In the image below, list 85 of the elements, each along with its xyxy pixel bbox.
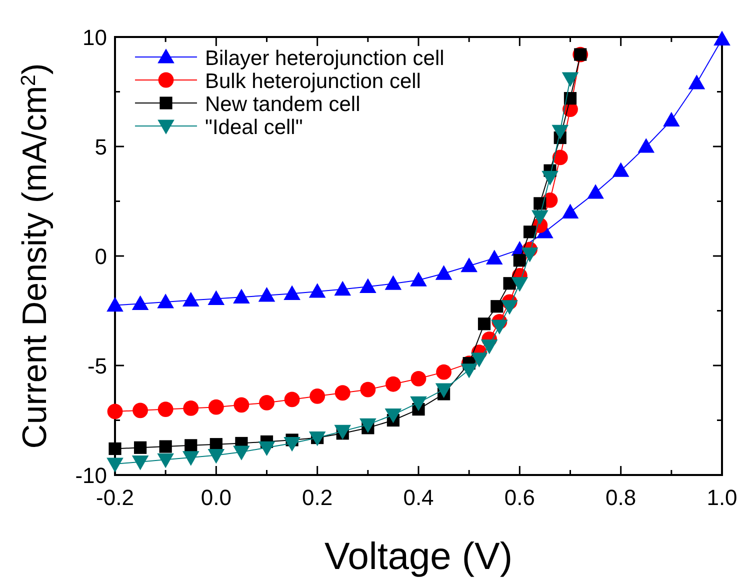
x-tick-label: 0.4 [403,485,434,510]
point [501,300,518,315]
point [513,254,526,267]
point [310,388,326,404]
point [410,272,427,286]
point [470,352,488,368]
x-tick-label: 1.0 [706,485,738,510]
point [435,265,452,280]
x-axis-title: Voltage (V) [324,536,512,578]
point [308,283,326,298]
point [460,364,478,378]
point [233,288,250,304]
point [284,285,300,300]
point [562,204,579,218]
point [490,300,504,313]
point [132,295,149,310]
point [159,440,172,453]
point [106,296,124,312]
point [208,399,224,415]
point [157,294,174,308]
legend-label: Bilayer heterojunction cell [205,47,444,70]
x-tick-label: 0.8 [606,485,636,510]
point [360,278,376,293]
point [491,320,508,334]
point [410,370,426,386]
point [532,210,548,225]
point [108,442,122,456]
point [587,184,604,199]
x-tick-label: 0.2 [302,485,333,510]
legend-label: Bulk heterojunction cell [205,70,421,93]
legend-label: New tandem cell [205,93,360,116]
point [234,397,250,413]
y-tick-label: 10 [82,25,107,50]
point [436,364,452,380]
point [284,392,300,408]
y-tick-label: 0 [94,244,107,269]
legend-label: "Ideal cell" [205,116,303,139]
point [486,250,503,264]
y-tick-label: -10 [75,463,107,488]
point [132,402,148,418]
point [106,458,124,472]
point [638,138,655,153]
point [132,456,149,470]
point [208,448,225,464]
point [478,318,491,330]
point [688,74,706,90]
point [410,396,427,412]
point [334,385,350,401]
point [134,441,147,454]
point [259,395,274,410]
point [157,453,174,468]
x-tick-label: -0.2 [96,485,134,510]
point [552,150,568,166]
x-tick-label: 0.0 [200,485,232,510]
point [360,418,376,434]
point [258,287,276,302]
point [384,275,402,290]
point [107,404,123,420]
point [182,292,200,307]
point [714,30,730,46]
point [523,226,536,238]
point [663,112,680,127]
point [384,408,402,424]
point [386,376,401,392]
point [534,197,546,210]
point [480,339,498,354]
point [258,441,276,456]
point [182,451,200,466]
point [435,383,452,398]
point [284,436,300,452]
point [208,290,225,306]
y-tick-label: 5 [94,134,107,160]
y-tick-label: -5 [87,354,107,378]
point [233,446,250,460]
point [460,257,478,272]
x-tick-label: 0.6 [504,485,535,510]
point [564,92,577,105]
point [612,162,630,177]
point [360,382,376,398]
point [183,400,199,416]
point [158,402,174,417]
point [334,280,352,296]
point [521,248,538,262]
point [511,277,528,292]
point [184,439,198,452]
